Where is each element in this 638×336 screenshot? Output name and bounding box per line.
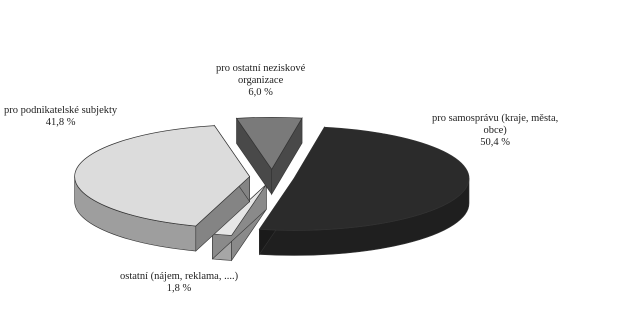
pie-slice-1	[211, 183, 267, 262]
slice-label-neziskove: pro ostatní neziskové organizace 6,0 %	[216, 63, 306, 98]
pie-slice-2	[74, 124, 251, 252]
slice-label-podnikatelske: pro podnikatelské subjekty 41,8 %	[4, 105, 118, 128]
pie-slice-3	[235, 116, 303, 196]
pie-slice-0	[258, 126, 470, 256]
slice-label-ostatni: ostatní (nájem, reklama, ....) 1,8 %	[120, 271, 239, 294]
slice-label-samosprava: pro samosprávu (kraje, města, obce) 50,4…	[432, 113, 559, 148]
